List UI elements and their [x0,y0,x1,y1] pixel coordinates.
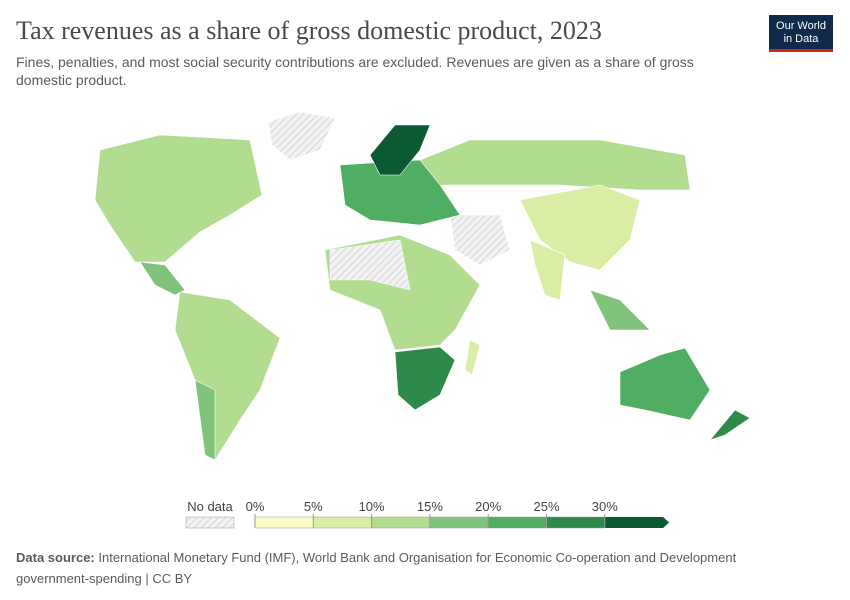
region[interactable] [619,347,711,421]
source-text[interactable]: government-spending | CC BY [16,571,193,586]
legend-tick-label: 10% [359,499,385,514]
countries [94,111,751,461]
region[interactable] [449,214,511,266]
subtitle: Fines, penalties, and most social securi… [16,54,694,88]
region[interactable] [339,159,461,226]
legend-bin [371,516,431,529]
legend-bin [546,516,606,529]
logo[interactable]: Our World in Data [769,15,833,52]
legend-tick-label: 5% [304,499,323,514]
source-text: International Monetary Fund (IMF), World… [98,550,737,565]
logo-line: in Data [783,33,819,45]
legend-no-data [185,516,235,529]
region[interactable] [329,239,411,291]
region[interactable] [589,289,651,331]
legend-bin [254,516,314,529]
logo-line: Our World [776,20,826,32]
region[interactable] [709,409,751,441]
source: Data source: International Monetary Fund… [16,547,776,589]
legend-tick-label: 15% [417,499,443,514]
region[interactable] [419,139,691,191]
title: Tax revenues as a share of gross domesti… [16,16,602,45]
region[interactable] [174,291,281,461]
legend-bin [429,516,489,529]
legend-bin [487,516,547,529]
region[interactable] [529,239,566,301]
region[interactable] [394,346,456,411]
legend-tick-label: 30% [592,499,618,514]
legend-tick-label: 0% [246,499,265,514]
region[interactable] [519,184,641,271]
source-label: Data source: [16,550,95,565]
region[interactable] [267,111,336,161]
legend-label: No data [187,499,233,514]
legend-bin [604,517,670,528]
region[interactable] [139,261,186,296]
legend-tick-label: 20% [475,499,501,514]
region[interactable] [369,124,431,176]
region[interactable] [194,379,216,461]
legend-bin [313,516,372,529]
region[interactable] [464,339,481,376]
region[interactable] [94,134,263,263]
legend-tick-label: 25% [533,499,559,514]
